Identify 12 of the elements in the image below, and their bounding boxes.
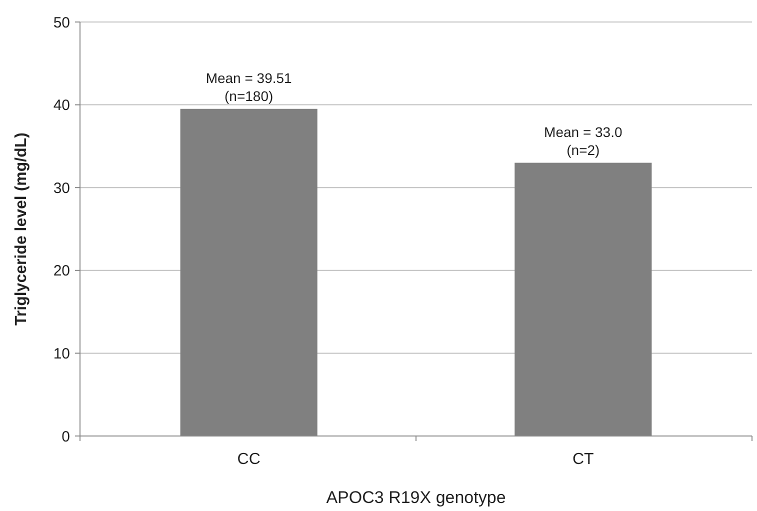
annotation: Mean = 33.0 (n=2) bbox=[544, 124, 622, 158]
y-tick-label: 40 bbox=[53, 97, 70, 114]
y-tick-label: 30 bbox=[53, 180, 70, 197]
y-axis-title: Triglyceride level (mg/dL) bbox=[13, 132, 30, 326]
y-tick-label: 50 bbox=[53, 14, 70, 32]
annotation: Mean = 39.51 (n=180) bbox=[206, 70, 292, 104]
x-tick-label: CT bbox=[572, 451, 594, 468]
x-tick-label: CC bbox=[237, 451, 260, 468]
y-tick-label: 10 bbox=[53, 345, 70, 362]
x-axis-title: APOC3 R19X genotype bbox=[326, 488, 506, 507]
y-tick-label: 0 bbox=[62, 428, 70, 446]
y-tick-label: 20 bbox=[53, 262, 70, 280]
